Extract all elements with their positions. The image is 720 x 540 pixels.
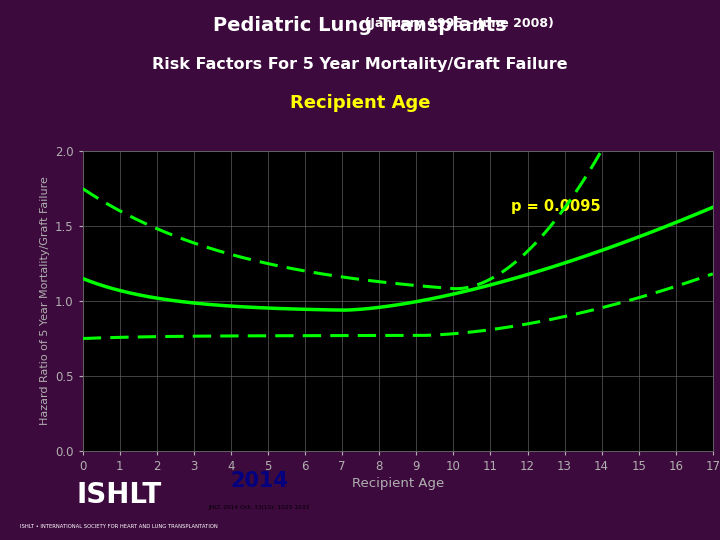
X-axis label: Recipient Age: Recipient Age [351, 477, 444, 490]
Y-axis label: Hazard Ratio of 5 Year Mortality/Graft Failure: Hazard Ratio of 5 Year Mortality/Graft F… [40, 177, 50, 426]
Text: p = 0.0095: p = 0.0095 [511, 199, 600, 214]
Text: 2014: 2014 [230, 471, 288, 491]
Text: (January 1995 – June 2008): (January 1995 – June 2008) [360, 17, 554, 30]
Text: ISHLT: ISHLT [76, 481, 161, 509]
Text: ISHLT • INTERNATIONAL SOCIETY FOR HEART AND LUNG TRANSPLANTATION: ISHLT • INTERNATIONAL SOCIETY FOR HEART … [20, 524, 217, 529]
Text: JHLT. 2014 Oct; 33(10): 1025-1033: JHLT. 2014 Oct; 33(10): 1025-1033 [209, 504, 310, 510]
Text: Recipient Age: Recipient Age [289, 94, 431, 112]
Text: Risk Factors For 5 Year Mortality/Graft Failure: Risk Factors For 5 Year Mortality/Graft … [152, 57, 568, 72]
Text: Pediatric Lung Transplants: Pediatric Lung Transplants [213, 16, 507, 35]
